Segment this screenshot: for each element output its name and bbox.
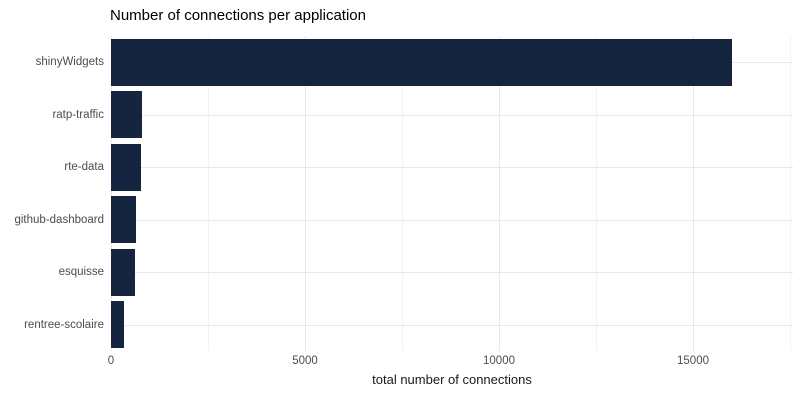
chart-title: Number of connections per application bbox=[110, 7, 366, 24]
y-axis-label: rentree-scolaire bbox=[24, 319, 104, 331]
plot-area bbox=[111, 36, 793, 351]
x-tick-label: 0 bbox=[107, 355, 115, 367]
y-axis-label: github-dashboard bbox=[14, 214, 104, 226]
x-axis-title: total number of connections bbox=[372, 372, 532, 387]
gridline-category bbox=[111, 272, 793, 273]
bar-rentree-scolaire bbox=[111, 301, 124, 348]
x-tick-label: 5000 bbox=[292, 355, 318, 367]
gridline-minor bbox=[596, 36, 597, 351]
bar-rte-data bbox=[111, 144, 141, 191]
y-axis-label: esquisse bbox=[58, 266, 104, 278]
bar-shinyWidgets bbox=[111, 39, 732, 86]
gridline-major bbox=[499, 36, 500, 351]
gridline-category bbox=[111, 220, 793, 221]
gridline-minor bbox=[402, 36, 403, 351]
gridline-minor bbox=[790, 36, 791, 351]
y-axis-label: ratp-traffic bbox=[52, 109, 104, 121]
gridline-category bbox=[111, 115, 793, 116]
bar-esquisse bbox=[111, 249, 135, 296]
y-axis-label: rte-data bbox=[64, 161, 104, 173]
gridline-category bbox=[111, 167, 793, 168]
gridline-major bbox=[305, 36, 306, 351]
bar-ratp-traffic bbox=[111, 91, 142, 138]
gridline-major bbox=[693, 36, 694, 351]
x-tick-label: 10000 bbox=[483, 355, 515, 367]
gridline-minor bbox=[208, 36, 209, 351]
y-axis-label: shinyWidgets bbox=[35, 56, 104, 68]
gridline-category bbox=[111, 325, 793, 326]
gridline-major bbox=[111, 36, 112, 351]
x-tick-label: 15000 bbox=[677, 355, 709, 367]
bar-github-dashboard bbox=[111, 196, 136, 243]
